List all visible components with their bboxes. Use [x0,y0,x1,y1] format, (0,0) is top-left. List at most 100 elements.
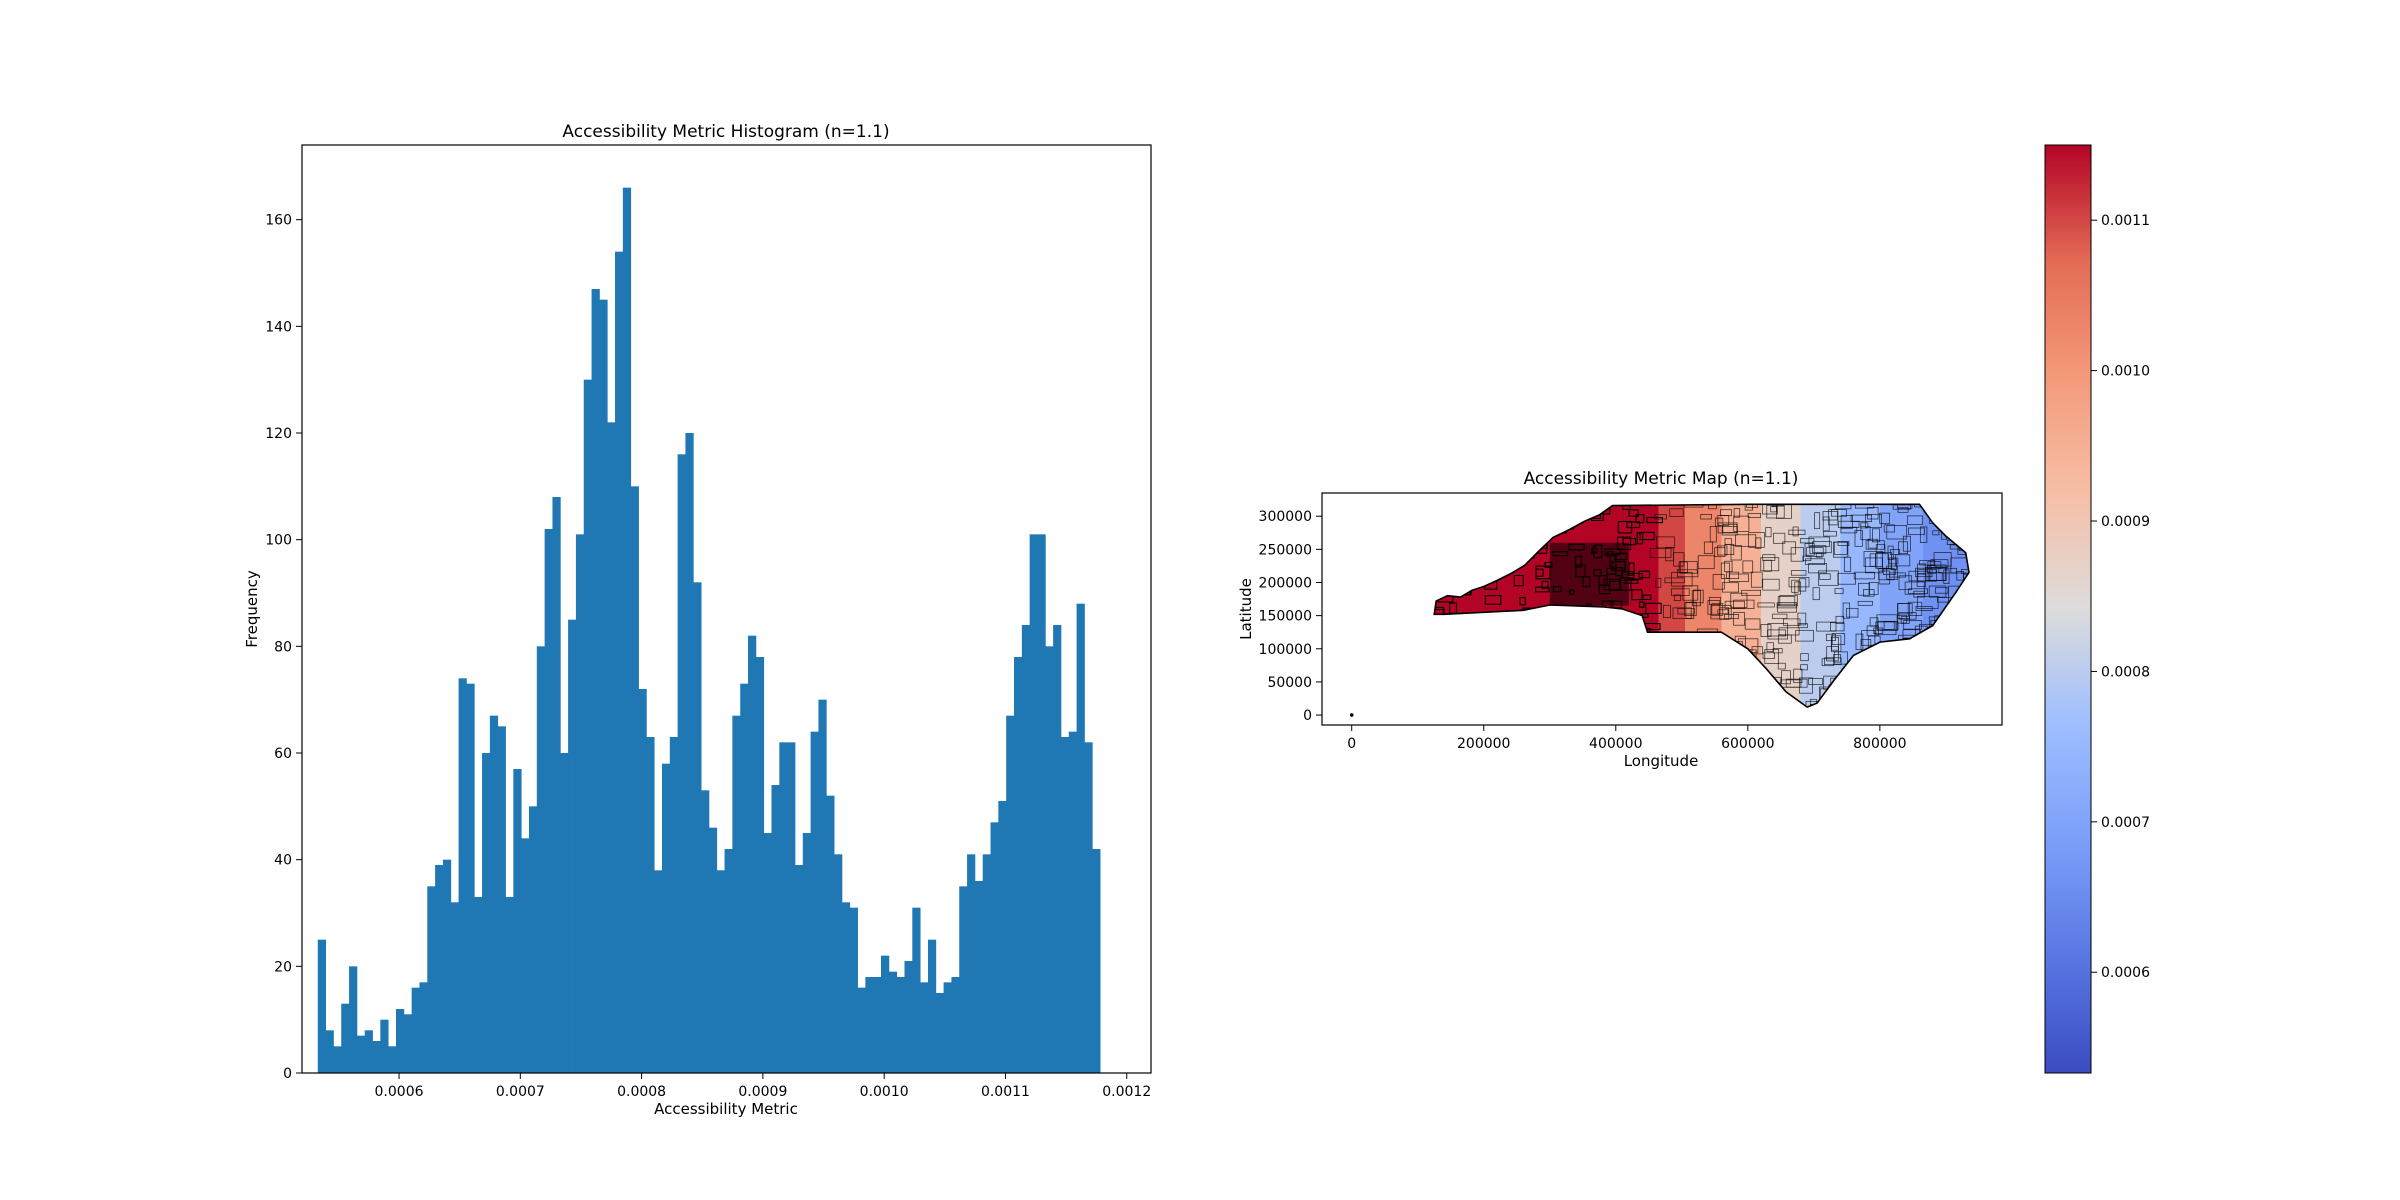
tract-boundary [1837,520,1860,528]
tract-boundary [1927,715,1936,729]
tract-boundary [1736,721,1751,725]
tract-boundary [1919,560,1936,566]
county-boundary [1626,521,1641,529]
tract-boundary [1673,688,1688,700]
county-boundary [1518,651,1528,658]
colorbar: 0.0006 0.0007 0.0008 0.0009 0.0010 0.0011 [2044,144,2150,1074]
histogram-bar [896,977,905,1073]
county-boundary [1477,504,1484,505]
county-boundary [1642,594,1652,601]
histogram-x-label: Accessibility Metric [654,1100,798,1118]
county-boundary [1479,672,1489,679]
tract-boundary [1913,702,1923,708]
tract-boundary [1867,538,1879,549]
tract-boundary [1942,685,1963,698]
tract-boundary [1840,515,1853,529]
tract-boundary [1916,595,1939,609]
histogram-bar [763,833,772,1073]
tract-boundary [1679,679,1698,690]
tract-boundary [1916,573,1926,587]
tract-boundary [1943,569,1950,584]
tract-boundary [1773,532,1786,544]
tract-boundary [1800,664,1808,671]
tract-boundary [1669,508,1684,517]
county-boundary [1539,691,1546,705]
tract-boundary [1905,662,1919,672]
county-boundary [1494,669,1512,674]
tract-boundary [1863,656,1874,672]
tract-boundary [1744,618,1761,630]
dense-boundaries [1549,542,1629,606]
state-fill [1434,504,1969,708]
y-tick-label: 20 [274,959,292,975]
county-boundary [1446,547,1461,552]
tract-boundary [1823,702,1843,708]
county-boundary [1506,631,1520,644]
tract-boundary [1822,516,1830,532]
county-boundary [1591,719,1604,724]
tract-boundary [1837,572,1856,585]
tract-boundary [1684,601,1697,616]
tract-boundary [1971,540,1982,550]
tract-boundary [1717,609,1729,615]
tract-boundary [1657,674,1678,690]
tract-boundary [1686,650,1708,667]
county-boundary [1595,657,1613,668]
tract-boundary [1927,572,1943,581]
tract-boundary [1767,623,1788,640]
tract-boundary [1648,635,1656,648]
tract-boundary [1797,722,1815,732]
tract-boundary [1854,715,1873,728]
tract-boundary [1713,656,1734,670]
county-boundary [1519,522,1531,529]
tract-boundary [1762,504,1778,515]
histogram-bar [834,854,843,1073]
y-tick-label: 40 [274,853,292,869]
tract-boundary [1909,639,1926,655]
tract-boundary [1950,658,1959,671]
tract-boundary [1885,709,1895,719]
histogram-bar [341,1003,350,1073]
county-boundary [1475,568,1483,581]
county-boundary [1452,619,1464,628]
county-boundary [1553,683,1570,689]
colorbar-tick-label: 0.0009 [2101,514,2150,530]
tract-boundary [1700,514,1712,520]
county-boundary [1475,630,1493,641]
county-boundary [1564,701,1573,707]
county-boundary [1434,525,1439,533]
tract-boundary [1951,681,1969,698]
tract-boundary [1663,655,1678,672]
tract-boundary [1666,671,1683,677]
histogram-bar [450,902,459,1073]
map-x-tick-label: 400000 [1589,736,1642,752]
tract-boundary [1834,504,1852,510]
tract-boundary [1917,569,1937,582]
tract-boundary [1762,578,1780,591]
tract-boundary [1688,675,1704,685]
county-boundary [1567,626,1582,639]
histogram-bar [364,1030,373,1073]
histogram-bar [466,683,475,1073]
county-boundary [1639,601,1645,608]
histogram-bar [1060,737,1070,1073]
histogram-bar [967,854,976,1073]
tract-boundary [1938,642,1952,655]
county-boundary [1490,721,1495,725]
tract-boundary [1770,506,1777,513]
y-tick-label: 0 [283,1066,292,1082]
histogram-bar [536,646,546,1073]
tract-boundary [1885,705,1902,708]
map-y-tick-label: 100000 [1259,642,1312,658]
county-boundary [1551,627,1564,638]
colorbar-tick-label: 0.0011 [2101,213,2150,229]
county-boundary [1447,645,1460,654]
county-boundary [1472,573,1488,585]
histogram-bar [755,657,765,1073]
histogram-bar [482,753,491,1073]
tract-boundary [1717,545,1728,556]
county-boundary [1512,626,1528,635]
county-boundary [1455,509,1467,522]
tract-boundary [1960,512,1967,524]
tract-boundary [1777,662,1786,670]
